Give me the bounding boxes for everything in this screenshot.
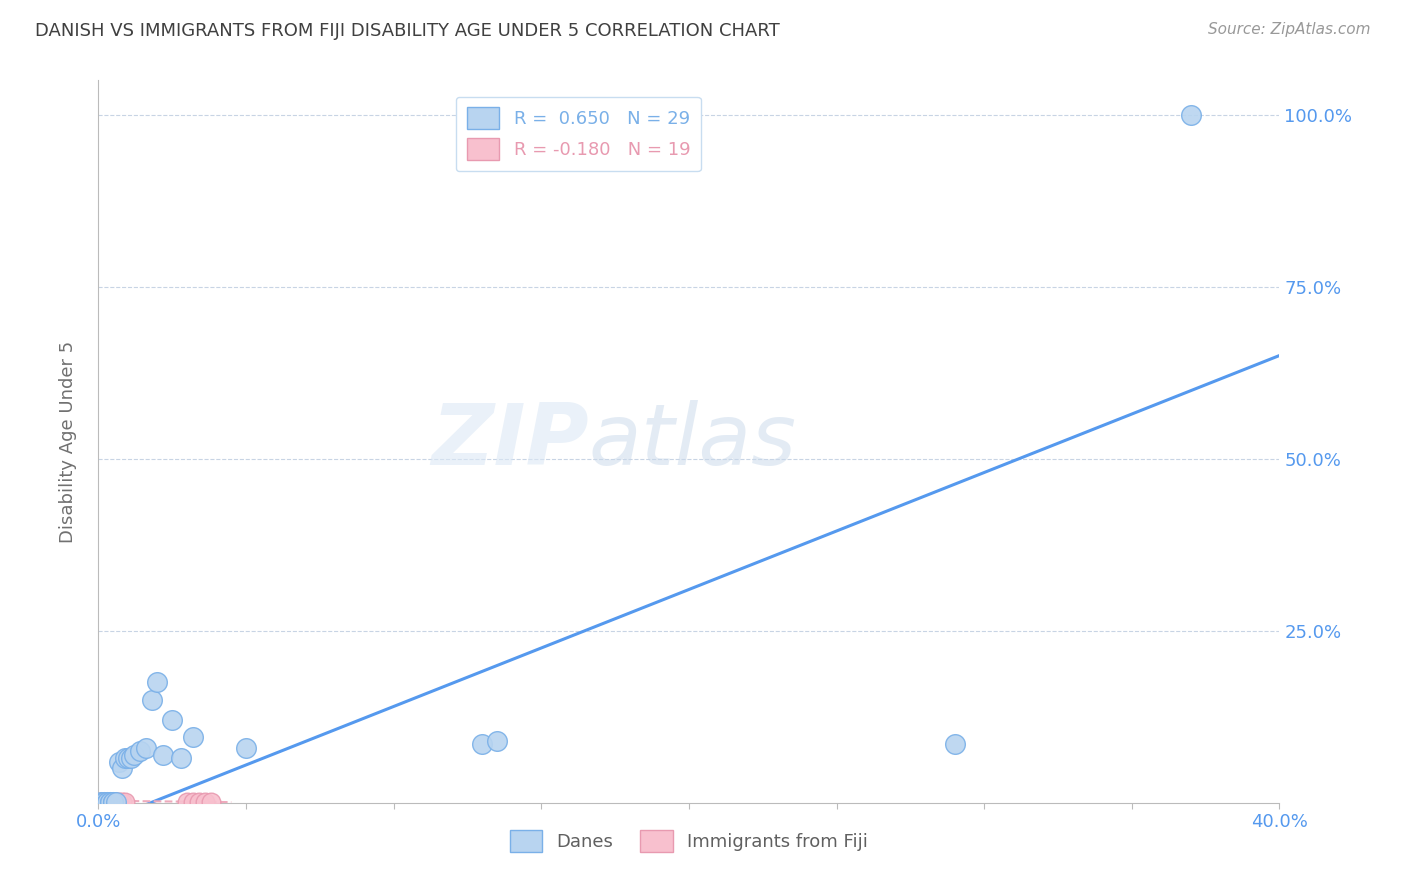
Point bbox=[135, 740, 157, 755]
Point bbox=[93, 795, 115, 809]
Point bbox=[96, 795, 118, 809]
Point bbox=[108, 755, 131, 769]
Point bbox=[90, 795, 112, 809]
Text: DANISH VS IMMIGRANTS FROM FIJI DISABILITY AGE UNDER 5 CORRELATION CHART: DANISH VS IMMIGRANTS FROM FIJI DISABILIT… bbox=[35, 22, 780, 40]
Point bbox=[105, 795, 128, 809]
Point bbox=[93, 795, 115, 809]
Point bbox=[98, 795, 121, 809]
Legend: Danes, Immigrants from Fiji: Danes, Immigrants from Fiji bbox=[502, 822, 876, 859]
Point bbox=[943, 737, 966, 751]
Point bbox=[111, 761, 134, 775]
Point bbox=[128, 744, 150, 758]
Point bbox=[1180, 108, 1202, 122]
Point bbox=[96, 795, 118, 809]
Point bbox=[471, 737, 494, 751]
Text: Source: ZipAtlas.com: Source: ZipAtlas.com bbox=[1208, 22, 1371, 37]
Point bbox=[103, 795, 125, 809]
Point bbox=[194, 795, 217, 809]
Point bbox=[181, 731, 204, 745]
Point bbox=[96, 795, 118, 809]
Point bbox=[486, 734, 509, 748]
Point bbox=[108, 795, 131, 809]
Y-axis label: Disability Age Under 5: Disability Age Under 5 bbox=[59, 341, 77, 542]
Point bbox=[120, 751, 142, 765]
Point bbox=[105, 795, 128, 809]
Point bbox=[98, 795, 121, 809]
Point bbox=[114, 751, 136, 765]
Point bbox=[152, 747, 174, 762]
Point bbox=[103, 795, 125, 809]
Point bbox=[176, 795, 198, 809]
Text: ZIP: ZIP bbox=[430, 400, 589, 483]
Point bbox=[114, 795, 136, 809]
Point bbox=[235, 740, 257, 755]
Point bbox=[170, 751, 193, 765]
Point bbox=[146, 675, 169, 690]
Point bbox=[96, 795, 118, 809]
Point bbox=[181, 795, 204, 809]
Point bbox=[98, 795, 121, 809]
Point bbox=[141, 692, 163, 706]
Point bbox=[117, 751, 139, 765]
Point bbox=[103, 795, 125, 809]
Point bbox=[93, 795, 115, 809]
Point bbox=[90, 795, 112, 809]
Text: atlas: atlas bbox=[589, 400, 797, 483]
Point bbox=[98, 795, 121, 809]
Point bbox=[111, 795, 134, 809]
Point bbox=[93, 795, 115, 809]
Point bbox=[103, 795, 125, 809]
Point bbox=[162, 713, 183, 727]
Point bbox=[122, 747, 145, 762]
Point bbox=[200, 795, 222, 809]
Point bbox=[90, 795, 112, 809]
Point bbox=[187, 795, 209, 809]
